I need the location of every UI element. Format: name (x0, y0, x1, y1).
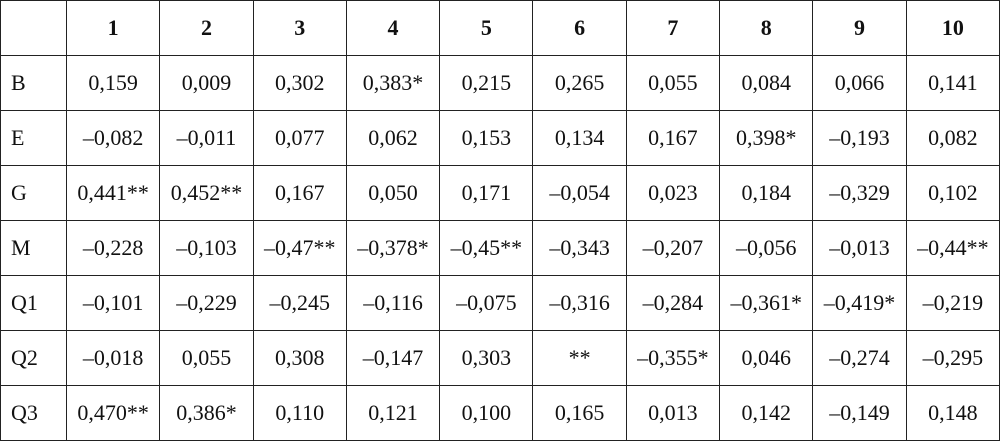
table-cell: 0,167 (252, 165, 347, 221)
column-header: 5 (439, 0, 534, 56)
table-cell: –0,082 (65, 110, 161, 166)
table-cell: –0,45** (439, 220, 534, 276)
table-cell: 0,055 (159, 330, 254, 386)
table-cell: –0,207 (625, 220, 721, 276)
table-cell: 0,171 (439, 165, 534, 221)
table-cell: 0,055 (625, 55, 721, 111)
table-cell: –0,245 (252, 275, 347, 331)
table-cell: 0,215 (439, 55, 534, 111)
table-cell: –0,355* (625, 330, 721, 386)
table-cell: –0,44** (905, 220, 1000, 276)
column-header: 10 (905, 0, 1000, 56)
row-label: Q1 (0, 275, 67, 331)
table-cell: –0,228 (65, 220, 161, 276)
table-cell: –0,284 (625, 275, 721, 331)
column-header: 7 (625, 0, 721, 56)
table-cell: –0,116 (345, 275, 441, 331)
table-cell: 0,386* (159, 385, 254, 441)
table-row: G 0,441** 0,452** 0,167 0,050 0,171 –0,054 0,02… (0, 165, 1000, 221)
table-cell: –0,075 (439, 275, 534, 331)
table-row: Q3 0,470** 0,386* 0,110 0,121 0,100 0,165 0,013… (0, 385, 1000, 441)
table-cell: 0,102 (905, 165, 1000, 221)
table-cell: –0,329 (812, 165, 907, 221)
table-cell: –0,056 (719, 220, 814, 276)
row-label: B (0, 55, 67, 111)
table-cell: ** (532, 330, 627, 386)
table-cell: 0,077 (252, 110, 347, 166)
table-cell: 0,062 (345, 110, 441, 166)
table-cell: –0,054 (532, 165, 627, 221)
table-cell: 0,153 (439, 110, 534, 166)
table-cell: 0,050 (345, 165, 441, 221)
table-cell: –0,295 (905, 330, 1000, 386)
table-row: M –0,228 –0,103 –0,47** –0,378* –0,45** –0,343… (0, 220, 1000, 276)
table-cell: –0,316 (532, 275, 627, 331)
table-cell: 0,398* (719, 110, 814, 166)
table-cell: 0,165 (532, 385, 627, 441)
column-header: 8 (719, 0, 814, 56)
table-cell: 0,303 (439, 330, 534, 386)
column-header: 6 (532, 0, 627, 56)
table-cell: –0,343 (532, 220, 627, 276)
table-row: E –0,082 –0,011 0,077 0,062 0,153 0,134 0,167 0,… (0, 110, 1000, 166)
table-row: B 0,159 0,009 0,302 0,383* 0,215 0,265 0,055 0,0… (0, 55, 1000, 111)
table-cell: 0,184 (719, 165, 814, 221)
table-cell: –0,219 (905, 275, 1000, 331)
row-label: E (0, 110, 67, 166)
table-cell: 0,142 (719, 385, 814, 441)
row-label: Q2 (0, 330, 67, 386)
table-cell: 0,470** (65, 385, 161, 441)
table-cell: –0,229 (159, 275, 254, 331)
column-header: 2 (159, 0, 254, 56)
table-cell: 0,134 (532, 110, 627, 166)
table-cell: 0,110 (252, 385, 347, 441)
column-header: 3 (252, 0, 347, 56)
column-header: 9 (812, 0, 907, 56)
table-cell: –0,101 (65, 275, 161, 331)
table-cell: 0,265 (532, 55, 627, 111)
table-cell: 0,082 (905, 110, 1000, 166)
table-cell: –0,011 (159, 110, 254, 166)
table-cell: –0,361* (719, 275, 814, 331)
table-cell: 0,148 (905, 385, 1000, 441)
table-cell: –0,47** (252, 220, 347, 276)
table-cell: 0,100 (439, 385, 534, 441)
table-row: Q2 –0,018 0,055 0,308 –0,147 0,303 ** –0,355* 0,… (0, 330, 1000, 386)
corner-cell (0, 0, 67, 56)
table-cell: 0,046 (719, 330, 814, 386)
table-cell: 0,302 (252, 55, 347, 111)
row-label: Q3 (0, 385, 67, 441)
table-cell: –0,193 (812, 110, 907, 166)
row-label: G (0, 165, 67, 221)
table-cell: 0,023 (625, 165, 721, 221)
table-cell: 0,441** (65, 165, 161, 221)
table-cell: 0,452** (159, 165, 254, 221)
table-cell: 0,009 (159, 55, 254, 111)
table-cell: 0,121 (345, 385, 441, 441)
table-cell: 0,383* (345, 55, 441, 111)
table-cell: –0,018 (65, 330, 161, 386)
table-cell: –0,013 (812, 220, 907, 276)
table-cell: 0,013 (625, 385, 721, 441)
table-cell: –0,274 (812, 330, 907, 386)
table-cell: 0,141 (905, 55, 1000, 111)
table-cell: –0,103 (159, 220, 254, 276)
column-header: 4 (345, 0, 441, 56)
table-cell: –0,378* (345, 220, 441, 276)
table-cell: 0,084 (719, 55, 814, 111)
table-cell: 0,167 (625, 110, 721, 166)
column-header: 1 (65, 0, 161, 56)
header-row: 1 2 3 4 5 6 7 8 9 10 (0, 0, 1000, 56)
table-cell: –0,147 (345, 330, 441, 386)
table-cell: 0,159 (65, 55, 161, 111)
table-row: Q1 –0,101 –0,229 –0,245 –0,116 –0,075 –0,316 –0… (0, 275, 1000, 331)
table-cell: –0,149 (812, 385, 907, 441)
table-cell: 0,308 (252, 330, 347, 386)
table-cell: –0,419* (812, 275, 907, 331)
row-label: M (0, 220, 67, 276)
table-cell: 0,066 (812, 55, 907, 111)
